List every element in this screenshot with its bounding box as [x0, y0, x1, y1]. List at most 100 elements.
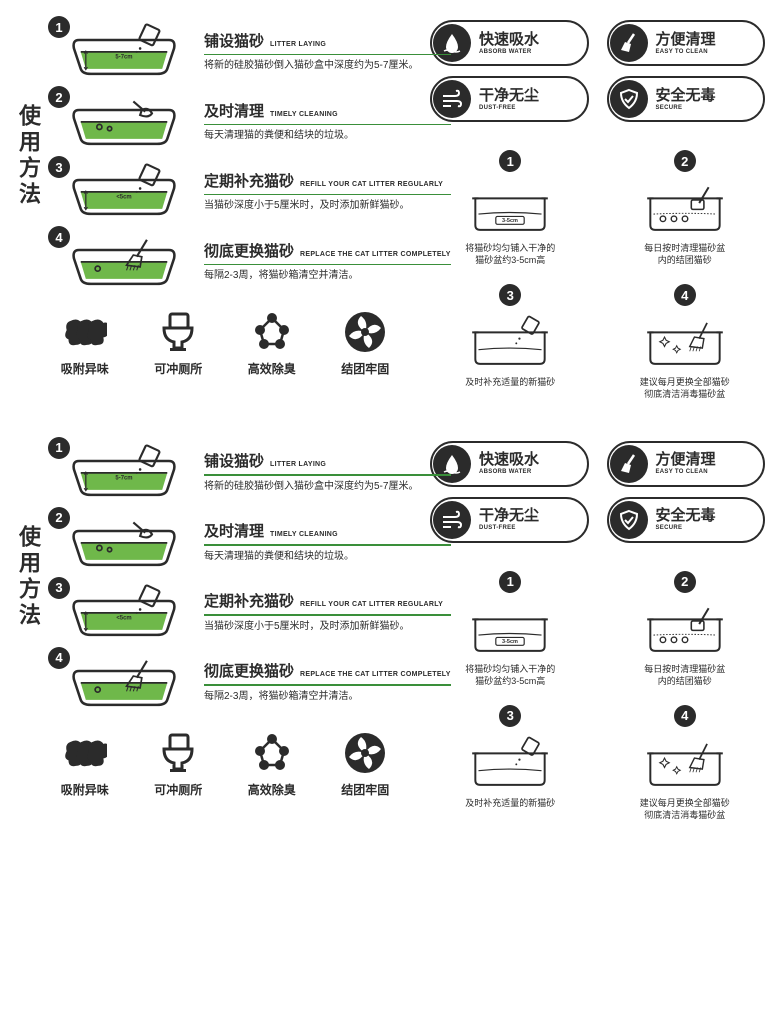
broom-icon — [610, 445, 648, 483]
mini-step-illustration — [630, 733, 740, 791]
toilet-icon — [156, 310, 200, 354]
mini-step: 13-5cm将猫砂均匀铺入干净的猫砂盆约3-5cm高 — [436, 571, 585, 687]
badge-subtitle: DUST-FREE — [479, 105, 539, 111]
toilet-icon — [156, 731, 200, 775]
feature-label: 高效除臭 — [248, 781, 296, 798]
feature-badge: 方便清理EASY TO CLEAN — [607, 441, 766, 487]
step-text: 定期补充猫砂 REFILL YOUR CAT LITTER REGULARLY 当猫… — [204, 590, 451, 633]
step-title-en: REFILL YOUR CAT LITTER REGULARLY — [300, 601, 443, 608]
mini-step: 4 建议每月更换全部猫砂彻底清洁消毒猫砂盆 — [611, 705, 760, 821]
badge-subtitle: ABSORB WATER — [479, 469, 539, 475]
feature-label: 吸附异味 — [61, 360, 109, 377]
cloud-icon — [63, 731, 107, 775]
feature-badge: 快速吸水ABSORB WATER — [430, 20, 589, 66]
divider — [204, 54, 451, 56]
divider — [204, 264, 451, 266]
step-description: 当猫砂深度小于5厘米时，及时添加新鲜猫砂。 — [204, 620, 451, 634]
molecule-icon — [250, 310, 294, 354]
mini-step-text: 将猫砂均匀铺入干净的猫砂盆约3-5cm高 — [465, 663, 555, 687]
step-description: 每隔2-3周，将猫砂箱清空并清洁。 — [204, 269, 451, 283]
feature: 吸附异味 — [50, 310, 120, 377]
feature: 高效除臭 — [237, 310, 307, 377]
mini-step-illustration: 3-5cm — [455, 178, 565, 236]
mini-step-text: 将猫砂均匀铺入干净的猫砂盆约3-5cm高 — [465, 242, 555, 266]
step-illustration — [54, 511, 194, 573]
mini-step-number: 3 — [499, 284, 521, 306]
step-title-en: TIMELY CLEANING — [270, 111, 338, 118]
features-row: 吸附异味可冲厕所 高效除臭 结团牢固 — [12, 731, 412, 798]
step-title-en: REFILL YOUR CAT LITTER REGULARLY — [300, 181, 443, 188]
mini-step-number: 2 — [674, 571, 696, 593]
step-title-en: LITTER LAYING — [270, 41, 326, 48]
mini-step: 3及时补充适量的新猫砂 — [436, 284, 585, 400]
divider — [204, 544, 451, 546]
molecule-icon — [250, 731, 294, 775]
shield-icon — [610, 80, 648, 118]
step-title-en: REPLACE THE CAT LITTER COMPLETELY — [300, 251, 451, 258]
step: 2及时清理TIMELY CLEANING每天清理猫的粪便和结块的垃圾。 — [54, 511, 451, 573]
step-title: 铺设猫砂 — [204, 30, 264, 51]
feature: 高效除臭 — [237, 731, 307, 798]
step: 4彻底更换猫砂REPLACE THE CAT LITTER COMPLETELY… — [54, 651, 451, 713]
step-text: 彻底更换猫砂 REPLACE THE CAT LITTER COMPLETELY 每… — [204, 240, 451, 283]
step-description: 将新的硅胶猫砂倒入猫砂盒中深度约为5-7厘米。 — [204, 59, 451, 73]
step-title-en: TIMELY CLEANING — [270, 531, 338, 538]
step-description: 当猫砂深度小于5厘米时，及时添加新鲜猫砂。 — [204, 199, 451, 213]
section-title: 使用方法 — [12, 104, 44, 208]
step-text: 铺设猫砂 LITTER LAYING 将新的硅胶猫砂倒入猫砂盒中深度约为5-7厘米。 — [204, 30, 451, 73]
feature-label: 结团牢固 — [341, 360, 389, 377]
divider — [204, 474, 451, 476]
feature-badge: 方便清理EASY TO CLEAN — [607, 20, 766, 66]
feature-label: 高效除臭 — [248, 360, 296, 377]
steps-list: 15-7cm铺设猫砂LITTER LAYING将新的硅胶猫砂倒入猫砂盒中深度约为… — [54, 20, 451, 292]
step: 3<5cm定期补充猫砂REFILL YOUR CAT LITTER REGULA… — [54, 581, 451, 643]
feature-badge: 干净无尘DUST-FREE — [430, 497, 589, 543]
badge-subtitle: DUST-FREE — [479, 525, 539, 531]
step-title-en: REPLACE THE CAT LITTER COMPLETELY — [300, 671, 451, 678]
section-title: 使用方法 — [12, 525, 44, 629]
badge-subtitle: ABSORB WATER — [479, 49, 539, 55]
badges-grid: 快速吸水ABSORB WATER方便清理EASY TO CLEAN干净无尘DUS… — [430, 441, 765, 543]
mini-step-text: 建议每月更换全部猫砂彻底清洁消毒猫砂盆 — [640, 797, 730, 821]
infographic-block: 使用方法15-7cm铺设猫砂LITTER LAYING将新的硅胶猫砂倒入猫砂盒中… — [12, 441, 765, 822]
step-description: 将新的硅胶猫砂倒入猫砂盒中深度约为5-7厘米。 — [204, 480, 451, 494]
step: 15-7cm铺设猫砂LITTER LAYING将新的硅胶猫砂倒入猫砂盒中深度约为… — [54, 20, 451, 82]
mini-step-number: 4 — [674, 705, 696, 727]
features-row: 吸附异味 可冲厕所 高效除臭 结团牢固 — [12, 310, 412, 377]
step-title: 彻底更换猫砂 — [204, 660, 294, 681]
step: 3<5cm定期补充猫砂REFILL YOUR CAT LITTER REGULA… — [54, 160, 451, 222]
step-text: 铺设猫砂LITTER LAYING将新的硅胶猫砂倒入猫砂盒中深度约为5-7厘米。 — [204, 450, 451, 493]
mini-step: 4建议每月更换全部猫砂彻底清洁消毒猫砂盆 — [611, 284, 760, 400]
mini-step: 3及时补充适量的新猫砂 — [436, 705, 585, 821]
step-illustration: <5cm — [54, 581, 194, 643]
svg-text:5-7cm: 5-7cm — [115, 55, 132, 61]
mini-step-number: 1 — [499, 150, 521, 172]
step-description: 每隔2-3周，将猫砂箱清空并清洁。 — [204, 690, 451, 704]
mini-step-text: 每日按时清理猫砂盆内的结团猫砂 — [644, 663, 725, 687]
step-title: 及时清理 — [204, 100, 264, 121]
feature-label: 可冲厕所 — [154, 360, 202, 377]
step-number-badge: 3 — [48, 156, 70, 178]
step-number-badge: 1 — [48, 437, 70, 459]
step-title: 定期补充猫砂 — [204, 590, 294, 611]
right-column: 快速吸水ABSORB WATER 方便清理EASY TO CLEAN 干净无尘 DUS… — [412, 20, 765, 401]
divider — [204, 684, 451, 686]
step: 4彻底更换猫砂REPLACE THE CAT LITTER COMPLETELY… — [54, 230, 451, 292]
step-title: 彻底更换猫砂 — [204, 240, 294, 261]
step-text: 及时清理TIMELY CLEANING每天清理猫的粪便和结块的垃圾。 — [204, 100, 451, 143]
mini-step-number: 4 — [674, 284, 696, 306]
feature: 吸附异味 — [50, 731, 120, 798]
feature-label: 可冲厕所 — [154, 781, 202, 798]
feature: 结团牢固 — [330, 731, 400, 798]
step: 2及时清理TIMELY CLEANING每天清理猫的粪便和结块的垃圾。 — [54, 90, 451, 152]
badges-grid: 快速吸水ABSORB WATER 方便清理EASY TO CLEAN 干净无尘 DUS… — [430, 20, 765, 122]
step-title-en: LITTER LAYING — [270, 461, 326, 468]
mini-step-illustration — [455, 733, 565, 791]
feature-badge: 安全无毒SECURE — [607, 76, 766, 122]
mini-step-number: 2 — [674, 150, 696, 172]
step-number-badge: 4 — [48, 226, 70, 248]
svg-text:5-7cm: 5-7cm — [115, 475, 132, 481]
badge-title: 方便清理 — [656, 452, 716, 467]
badge-title: 干净无尘 — [479, 88, 539, 103]
step-number-badge: 2 — [48, 507, 70, 529]
